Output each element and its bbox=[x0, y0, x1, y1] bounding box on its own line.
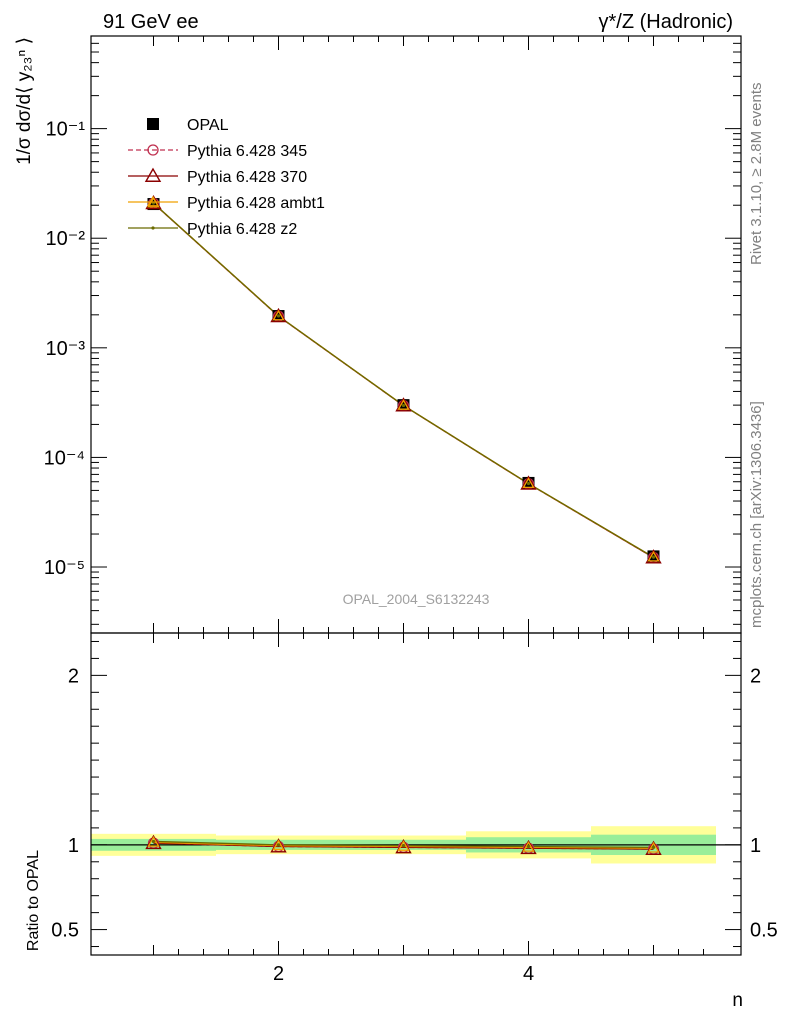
legend-label: OPAL bbox=[187, 117, 229, 134]
data-point-square bbox=[147, 118, 159, 130]
x-axis-label: n bbox=[732, 990, 743, 1011]
data-point-triangle bbox=[395, 397, 412, 412]
x-tick-label: 4 bbox=[523, 963, 534, 985]
ratio-y-tick-label: 1 bbox=[68, 835, 79, 857]
ratio-y-tick-label-right: 0.5 bbox=[750, 920, 778, 942]
data-point-triangle-small bbox=[146, 195, 160, 207]
legend-label: Pythia 6.428 345 bbox=[187, 143, 307, 160]
header-left-label: 91 GeV ee bbox=[103, 11, 199, 33]
data-point-triangle-small bbox=[647, 550, 660, 562]
data-point-triangle-small bbox=[647, 841, 660, 853]
series-markers bbox=[145, 194, 662, 856]
data-point-dot bbox=[651, 555, 656, 559]
data-point-dot bbox=[151, 226, 155, 230]
data-point-triangle-small bbox=[147, 835, 160, 847]
data-point-dot bbox=[651, 845, 656, 849]
data-point-dot bbox=[401, 844, 406, 848]
data-point-triangle-small bbox=[272, 309, 285, 321]
ratio-series-line bbox=[153, 842, 654, 850]
data-point-triangle-small bbox=[397, 840, 410, 851]
ratio-y-tick-label-right: 1 bbox=[750, 835, 761, 857]
mcplots-label: mcplots.cern.ch [arXiv:1306.3436] bbox=[748, 401, 765, 628]
data-point-triangle bbox=[520, 475, 537, 490]
main-series-line bbox=[153, 202, 654, 558]
data-point-dot bbox=[526, 844, 531, 849]
data-point-triangle bbox=[645, 549, 662, 564]
main-series-line bbox=[153, 202, 654, 559]
main-y-axis-label: 1/σ dσ/d⟨ y₂₃ⁿ ⟩ bbox=[14, 37, 35, 165]
x-tick-label: 2 bbox=[273, 963, 284, 985]
analysis-watermark: OPAL_2004_S6132243 bbox=[343, 591, 490, 607]
header-right-label: γ*/Z (Hadronic) bbox=[599, 11, 733, 33]
legend: OPAL Pythia 6.428 345 Pythia 6.428 370 Pyth… bbox=[128, 117, 325, 238]
y-tick-label: 10⁻² bbox=[46, 228, 86, 250]
y-tick-label: 10⁻³ bbox=[46, 338, 86, 360]
data-point-dot bbox=[151, 839, 156, 844]
ratio-frame bbox=[90, 632, 742, 956]
ratio-y-tick-label: 0.5 bbox=[51, 920, 79, 942]
data-point-dot bbox=[401, 403, 406, 408]
y-tick-label: 10⁻⁴ bbox=[44, 447, 85, 469]
legend-label: Pythia 6.428 z2 bbox=[187, 221, 297, 238]
data-point-triangle bbox=[270, 307, 287, 323]
ratio-y-axis-label: Ratio to OPAL bbox=[25, 850, 42, 951]
legend-label: Pythia 6.428 ambt1 bbox=[187, 195, 325, 212]
data-point-dot bbox=[276, 314, 281, 318]
data-point-triangle bbox=[144, 167, 162, 182]
main-series-line bbox=[153, 202, 654, 559]
axis-ticks: 2 4 10⁻¹ 10⁻² 10⁻³ 10⁻⁴ 10⁻⁵ 0.5 0.5 1 1 2 2 bbox=[44, 36, 778, 985]
y-tick-label: 10⁻¹ bbox=[46, 119, 86, 141]
data-point-triangle-small bbox=[397, 399, 410, 410]
data-point-circle bbox=[147, 144, 159, 156]
data-point-dot bbox=[276, 843, 281, 847]
data-point-triangle-small bbox=[522, 477, 535, 488]
main-series-line bbox=[153, 202, 654, 558]
ratio-y-tick-label-right: 2 bbox=[750, 665, 761, 687]
rivet-version-label: Rivet 3.1.10, ≥ 2.8M events bbox=[748, 83, 765, 266]
data-point-triangle-small bbox=[522, 841, 535, 852]
series-curves bbox=[153, 202, 654, 850]
data-point-triangle-small bbox=[272, 839, 285, 851]
y-tick-label: 10⁻⁵ bbox=[44, 557, 85, 579]
legend-label: Pythia 6.428 370 bbox=[187, 169, 307, 186]
ratio-y-tick-label: 2 bbox=[68, 665, 79, 687]
data-point-dot bbox=[526, 481, 531, 486]
